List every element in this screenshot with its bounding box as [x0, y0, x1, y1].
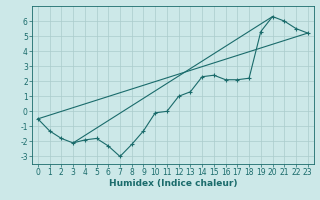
X-axis label: Humidex (Indice chaleur): Humidex (Indice chaleur) — [108, 179, 237, 188]
